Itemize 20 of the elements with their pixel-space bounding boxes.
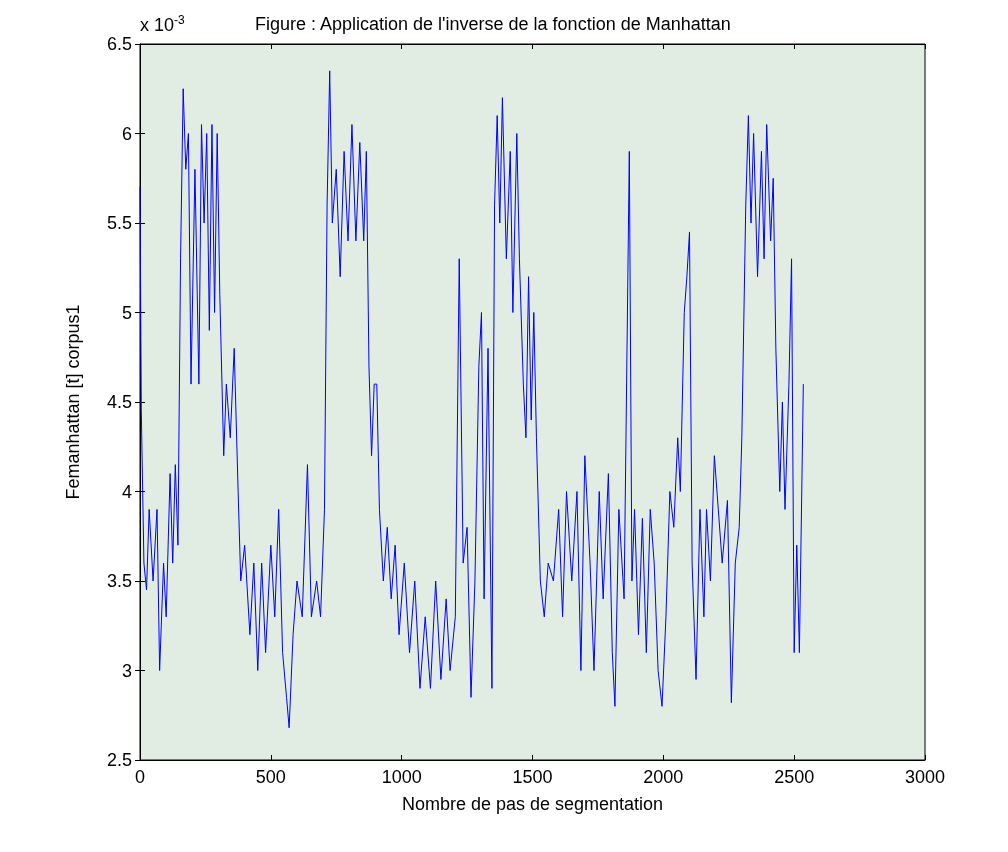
x-tick-label: 2000 bbox=[643, 767, 684, 787]
x-tick-label: 1000 bbox=[381, 767, 422, 787]
y-tick-label: 6 bbox=[121, 123, 132, 144]
x-tick-label: 0 bbox=[134, 767, 146, 787]
x-tick-label: 500 bbox=[255, 767, 286, 787]
y-tick-label: 4 bbox=[121, 481, 132, 502]
x-tick-label: 2500 bbox=[774, 767, 815, 787]
y-tick-label: 3 bbox=[121, 660, 132, 681]
y-tick-label: 4.5 bbox=[106, 392, 132, 412]
y-tick-label: 3.5 bbox=[106, 571, 132, 591]
y-tick-label: 6.5 bbox=[106, 34, 132, 54]
chart-title: Figure : Application de l'inverse de la fonction de Manhattan bbox=[255, 14, 731, 34]
x-tick-label: 1500 bbox=[512, 767, 553, 787]
y-tick-label: 5 bbox=[121, 302, 132, 323]
x-tick-label: 3000 bbox=[904, 767, 946, 787]
y-axis-title: Femanhattan [t] corpus1 bbox=[63, 304, 83, 500]
y-tick-label: 2.5 bbox=[106, 750, 132, 770]
y-tick-label: 5.5 bbox=[106, 213, 132, 233]
x-axis-title: Nombre de pas de segmentation bbox=[401, 794, 664, 814]
line-series bbox=[139, 70, 804, 729]
